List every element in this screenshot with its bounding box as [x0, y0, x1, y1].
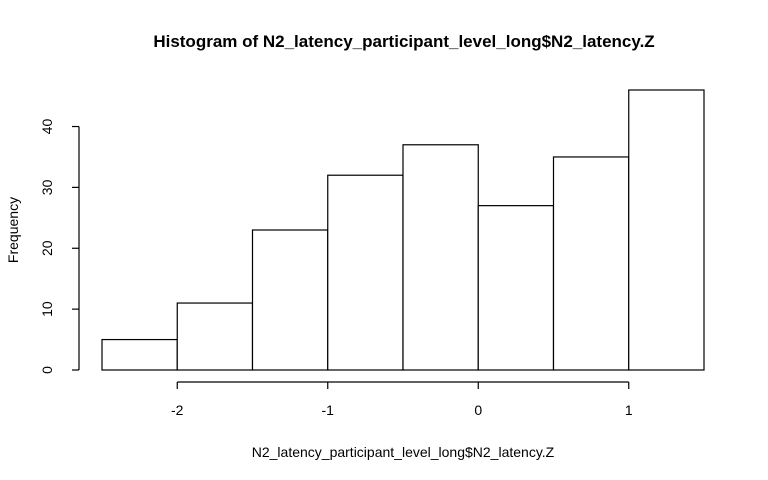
x-axis: -2 -1 0 1	[171, 381, 633, 418]
y-tick-label: 10	[39, 301, 55, 317]
histogram-bar-7	[552, 156, 630, 371]
y-axis-label: Frequency	[5, 197, 21, 263]
histogram-bar-6	[477, 205, 555, 371]
x-axis-label: N2_latency_participant_level_long$N2_lat…	[252, 444, 555, 460]
histogram-bar-4	[327, 174, 404, 371]
bars-group	[101, 89, 705, 371]
x-tick-label: 1	[625, 402, 633, 418]
histogram-bar-5	[402, 144, 479, 371]
y-tick-label: 20	[39, 240, 55, 256]
histogram-bar-2	[176, 302, 254, 371]
y-tick-label: 30	[39, 179, 55, 195]
y-tick-label: 40	[39, 119, 55, 135]
x-tick-label: -1	[322, 402, 335, 418]
x-tick-label: 0	[474, 402, 482, 418]
x-tick-label: -2	[171, 402, 184, 418]
chart-title: Histogram of N2_latency_participant_leve…	[153, 32, 654, 51]
y-axis: 0 10 20 30 40	[39, 119, 80, 374]
histogram-bar-3	[251, 229, 329, 371]
y-tick-label: 0	[39, 366, 55, 374]
histogram-bar-8	[628, 89, 705, 371]
histogram-bar-1	[101, 338, 178, 371]
